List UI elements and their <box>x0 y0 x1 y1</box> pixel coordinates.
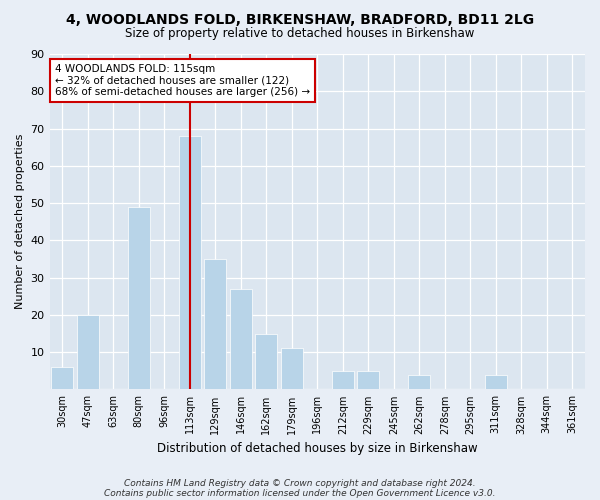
Bar <box>485 374 506 390</box>
Text: Size of property relative to detached houses in Birkenshaw: Size of property relative to detached ho… <box>125 28 475 40</box>
Y-axis label: Number of detached properties: Number of detached properties <box>15 134 25 310</box>
Bar <box>128 207 149 390</box>
Bar <box>205 259 226 390</box>
Bar <box>332 371 353 390</box>
Text: Contains HM Land Registry data © Crown copyright and database right 2024.: Contains HM Land Registry data © Crown c… <box>124 478 476 488</box>
Bar <box>179 136 200 390</box>
Bar <box>52 367 73 390</box>
Bar <box>358 371 379 390</box>
Bar <box>230 289 251 390</box>
Bar <box>281 348 302 390</box>
Bar <box>409 374 430 390</box>
Text: Contains public sector information licensed under the Open Government Licence v3: Contains public sector information licen… <box>104 488 496 498</box>
Bar <box>256 334 277 390</box>
Bar <box>77 315 98 390</box>
Text: 4, WOODLANDS FOLD, BIRKENSHAW, BRADFORD, BD11 2LG: 4, WOODLANDS FOLD, BIRKENSHAW, BRADFORD,… <box>66 12 534 26</box>
X-axis label: Distribution of detached houses by size in Birkenshaw: Distribution of detached houses by size … <box>157 442 478 455</box>
Text: 4 WOODLANDS FOLD: 115sqm
← 32% of detached houses are smaller (122)
68% of semi-: 4 WOODLANDS FOLD: 115sqm ← 32% of detach… <box>55 64 310 98</box>
